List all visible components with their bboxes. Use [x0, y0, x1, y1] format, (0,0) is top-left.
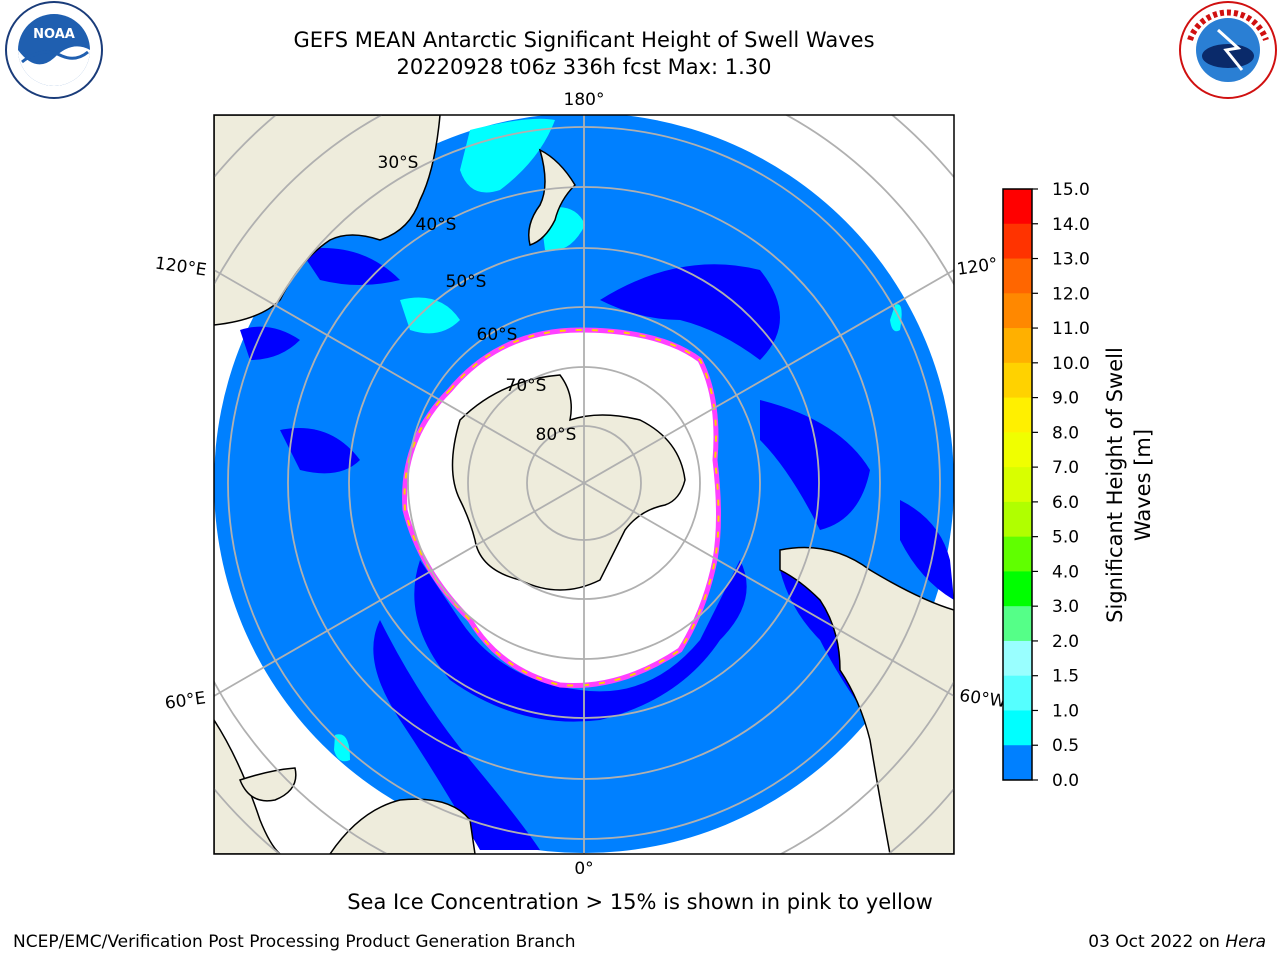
lat-label-50s: 50°S	[446, 272, 487, 292]
antarctica	[451, 374, 686, 591]
colorbar-segments	[1003, 189, 1032, 781]
colorbar-segment	[1003, 189, 1032, 225]
colorbar-tick-label: 0.0	[1052, 771, 1079, 791]
colorbar: 15.0 14.0 13.0 12.0 11.0 10.0 9.0 8.0 7.0 6.0 5.0 4…	[1002, 180, 1155, 791]
footer-host: Hera	[1225, 932, 1266, 952]
australia	[214, 115, 441, 326]
chart-subtitle: 20220928 t06z 336h fcst Max: 1.30	[396, 55, 772, 79]
new-zealand	[528, 148, 576, 246]
lon-label-60w: 60°W	[958, 686, 1007, 712]
chart-title: GEFS MEAN Antarctic Significant Height o…	[293, 28, 875, 52]
colorbar-tick-label: 1.0	[1052, 701, 1079, 721]
lat-label-40s: 40°S	[416, 215, 457, 235]
colorbar-segment	[1003, 432, 1032, 468]
colorbar-tick-label: 6.0	[1052, 493, 1079, 513]
colorbar-segment	[1003, 258, 1032, 294]
colorbar-tick-label: 11.0	[1052, 319, 1090, 339]
lon-label-60e: 60°E	[164, 688, 207, 713]
colorbar-segment	[1003, 675, 1032, 711]
footer-date-text: 03 Oct 2022 on	[1088, 932, 1226, 952]
footer-date: 03 Oct 2022 on Hera	[1088, 932, 1266, 952]
lon-label-120w: 120°	[956, 254, 999, 280]
colorbar-segment	[1003, 571, 1032, 607]
lon-label-120e: 120°E	[154, 254, 208, 281]
colorbar-segment	[1003, 710, 1032, 746]
colorbar-tick-label: 1.5	[1052, 667, 1079, 687]
colorbar-tick-label: 14.0	[1052, 215, 1090, 235]
colorbar-segment	[1003, 328, 1032, 364]
colorbar-segment	[1003, 397, 1032, 433]
svg-text:NOAA: NOAA	[33, 27, 75, 42]
colorbar-segment	[1003, 640, 1032, 677]
colorbar-label-line1: Significant Height of Swell	[1103, 347, 1127, 623]
colorbar-segment	[1003, 745, 1032, 781]
lat-label-30s: 30°S	[378, 153, 419, 173]
colorbar-tick-label: 9.0	[1052, 389, 1079, 409]
colorbar-segment	[1003, 536, 1032, 572]
colorbar-tick-label: 2.0	[1052, 632, 1079, 652]
colorbar-segment	[1003, 223, 1032, 260]
colorbar-tick-label: 3.0	[1052, 597, 1079, 617]
colorbar-tick-label: 10.0	[1052, 354, 1090, 374]
lat-label-80s: 80°S	[536, 425, 577, 445]
colorbar-tick-label: 12.0	[1052, 284, 1090, 304]
footer-credit: NCEP/EMC/Verification Post Processing Pr…	[13, 932, 576, 952]
colorbar-segment	[1003, 501, 1032, 538]
noaa-logo: NOAA	[5, 1, 103, 99]
colorbar-tick-label: 13.0	[1052, 250, 1090, 270]
colorbar-tick-label: 7.0	[1052, 458, 1079, 478]
colorbar-label-line2: Waves [m]	[1131, 429, 1155, 541]
colorbar-segment	[1003, 606, 1032, 642]
colorbar-tick-label: 8.0	[1052, 423, 1079, 443]
colorbar-segment	[1003, 293, 1032, 329]
colorbar-tick-label: 0.5	[1052, 736, 1079, 756]
colorbar-ticks: 15.0 14.0 13.0 12.0 11.0 10.0 9.0 8.0 7.0 6.0 5.0 4…	[1032, 180, 1090, 791]
colorbar-segment	[1003, 467, 1032, 503]
colorbar-tick-label: 4.0	[1052, 562, 1079, 582]
sea-ice-caption: Sea Ice Concentration > 15% is shown in …	[347, 890, 933, 914]
lon-label-0: 0°	[574, 859, 593, 879]
colorbar-tick-label: 15.0	[1052, 180, 1090, 200]
colorbar-tick-label: 5.0	[1052, 528, 1079, 548]
nws-logo	[1179, 1, 1277, 99]
lat-label-60s: 60°S	[477, 325, 518, 345]
graticule	[214, 115, 954, 854]
lat-label-70s: 70°S	[506, 376, 547, 396]
lon-label-180: 180°	[564, 90, 605, 110]
colorbar-segment	[1003, 362, 1032, 399]
